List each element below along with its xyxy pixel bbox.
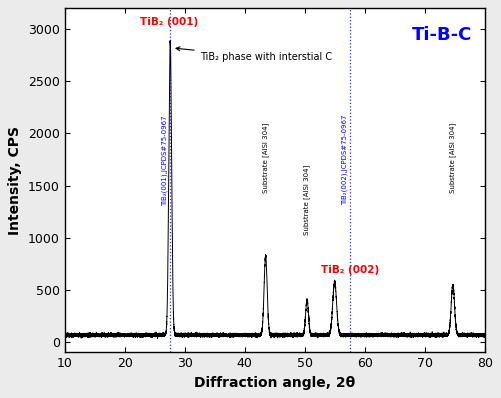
Text: TiB₂(002),JCPDS#75-0967: TiB₂(002),JCPDS#75-0967 — [341, 115, 348, 205]
Text: TiB₂ phase with interstial C: TiB₂ phase with interstial C — [176, 47, 332, 62]
Text: TiB₂(001),JCPDS#75-0967: TiB₂(001),JCPDS#75-0967 — [162, 115, 168, 206]
Text: TiB₂ (002): TiB₂ (002) — [322, 265, 380, 275]
Text: Substrate [AISI 304]: Substrate [AISI 304] — [262, 123, 269, 193]
Text: TiB₂ (001): TiB₂ (001) — [140, 17, 198, 27]
X-axis label: Diffraction angle, 2θ: Diffraction angle, 2θ — [194, 376, 355, 390]
Y-axis label: Intensity, CPS: Intensity, CPS — [9, 126, 23, 235]
Text: Substrate [AISI 304]: Substrate [AISI 304] — [304, 165, 311, 235]
Text: Ti-B-C: Ti-B-C — [412, 25, 472, 43]
Text: Substrate [AISI 304]: Substrate [AISI 304] — [449, 123, 456, 193]
